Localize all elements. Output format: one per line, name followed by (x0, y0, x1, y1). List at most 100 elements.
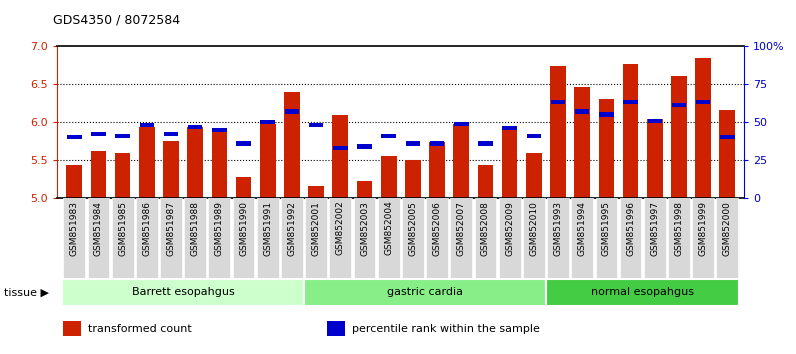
Bar (550, 66, 566, 198)
Text: GSM852009: GSM852009 (505, 201, 514, 256)
Bar (139, 127, 154, 198)
Bar (309, 123, 323, 127)
Bar (502, 126, 517, 130)
Bar (327, 321, 345, 336)
Bar (353, 198, 376, 278)
Text: GSM851986: GSM851986 (142, 201, 151, 256)
Bar (620, 198, 642, 278)
Text: GSM852005: GSM852005 (408, 201, 417, 256)
Bar (547, 198, 569, 278)
Text: GSM851989: GSM851989 (215, 201, 224, 256)
Bar (720, 110, 736, 198)
Bar (236, 141, 251, 145)
Bar (644, 198, 665, 278)
Text: GSM852004: GSM852004 (384, 201, 393, 255)
Text: tissue ▶: tissue ▶ (4, 287, 49, 297)
Bar (572, 198, 593, 278)
Bar (305, 198, 327, 278)
Bar (526, 153, 542, 198)
Bar (695, 58, 711, 198)
Text: GSM851985: GSM851985 (118, 201, 127, 256)
Bar (380, 156, 396, 198)
Text: GDS4350 / 8072584: GDS4350 / 8072584 (53, 13, 181, 27)
Bar (451, 198, 472, 278)
Text: GSM851996: GSM851996 (626, 201, 635, 256)
Bar (523, 198, 544, 278)
Bar (111, 198, 134, 278)
Bar (668, 198, 690, 278)
Bar (333, 146, 348, 150)
Bar (575, 87, 590, 198)
Text: percentile rank within the sample: percentile rank within the sample (352, 324, 540, 333)
Bar (164, 132, 178, 136)
Bar (599, 99, 615, 198)
Bar (92, 132, 106, 136)
Text: GSM851999: GSM851999 (699, 201, 708, 256)
Bar (599, 113, 614, 116)
Bar (66, 165, 82, 198)
Text: GSM852002: GSM852002 (336, 201, 345, 255)
Bar (357, 144, 372, 149)
Text: GSM851993: GSM851993 (553, 201, 563, 256)
Bar (285, 109, 299, 114)
Text: GSM851994: GSM851994 (578, 201, 587, 256)
Bar (62, 279, 304, 307)
Bar (499, 198, 521, 278)
Bar (405, 160, 421, 198)
Bar (696, 100, 710, 104)
Text: GSM851988: GSM851988 (191, 201, 200, 256)
Bar (716, 198, 738, 278)
Bar (501, 128, 517, 198)
Bar (260, 120, 275, 124)
Text: GSM851983: GSM851983 (70, 201, 79, 256)
Text: Barrett esopahgus: Barrett esopahgus (131, 287, 235, 297)
Bar (259, 124, 275, 198)
Bar (430, 141, 444, 145)
Bar (478, 165, 494, 198)
Bar (284, 92, 300, 198)
Bar (63, 321, 80, 336)
Bar (308, 186, 324, 198)
Bar (185, 198, 206, 278)
Bar (330, 198, 351, 278)
Bar (209, 198, 230, 278)
Text: GSM852006: GSM852006 (432, 201, 442, 256)
Bar (139, 123, 154, 127)
Bar (402, 198, 423, 278)
Bar (232, 198, 255, 278)
Text: gastric cardia: gastric cardia (387, 287, 463, 297)
Bar (622, 64, 638, 198)
Bar (623, 100, 638, 104)
Bar (672, 103, 686, 108)
Bar (551, 100, 565, 104)
Text: GSM851990: GSM851990 (239, 201, 248, 256)
Bar (527, 134, 541, 138)
Bar (647, 119, 662, 198)
Bar (406, 141, 420, 145)
Bar (88, 198, 109, 278)
Bar (212, 131, 227, 198)
Bar (187, 127, 203, 198)
Bar (454, 121, 469, 126)
Bar (478, 141, 493, 145)
Bar (136, 198, 158, 278)
Text: GSM852010: GSM852010 (529, 201, 538, 256)
Text: GSM851991: GSM851991 (263, 201, 272, 256)
Bar (720, 135, 735, 139)
Bar (454, 124, 469, 198)
Bar (67, 135, 81, 139)
Bar (426, 198, 448, 278)
Bar (115, 134, 130, 138)
Text: GSM851998: GSM851998 (674, 201, 684, 256)
Text: GSM852003: GSM852003 (360, 201, 369, 256)
Text: GSM851995: GSM851995 (602, 201, 611, 256)
Text: GSM852001: GSM852001 (311, 201, 321, 256)
Bar (474, 198, 497, 278)
Bar (381, 134, 396, 138)
Bar (160, 198, 181, 278)
Bar (647, 119, 662, 123)
Bar (595, 198, 617, 278)
Bar (357, 182, 373, 198)
Bar (188, 125, 202, 129)
Bar (429, 142, 445, 198)
